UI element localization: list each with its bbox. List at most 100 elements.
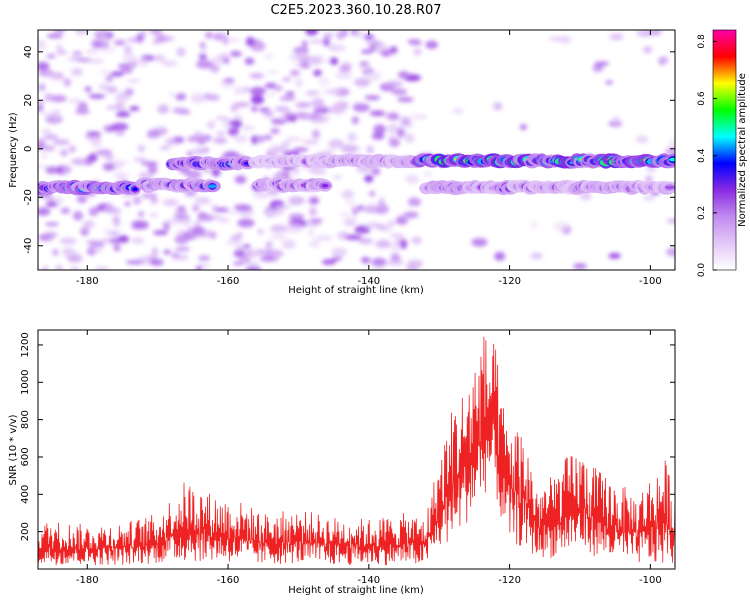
heatmap-cell bbox=[137, 144, 145, 153]
heatmap-cell bbox=[643, 46, 652, 54]
heatmap-cell bbox=[38, 39, 46, 45]
heatmap-cell bbox=[266, 92, 276, 97]
heatmap-cell bbox=[93, 41, 110, 49]
heatmap-cell bbox=[209, 64, 220, 73]
heatmap-cell bbox=[328, 43, 337, 52]
heatmap-cell bbox=[282, 76, 292, 82]
heatmap-cell bbox=[309, 207, 317, 217]
heatmap-cell bbox=[413, 48, 422, 56]
y-tick-label: -20 bbox=[23, 189, 34, 205]
heatmap-cell bbox=[38, 42, 48, 51]
heatmap-cell bbox=[223, 57, 230, 64]
heatmap-cell bbox=[270, 128, 280, 135]
heatmap-cell bbox=[288, 213, 305, 220]
heatmap-cell bbox=[311, 98, 325, 109]
heatmap-cell bbox=[88, 94, 106, 99]
heatmap-cell bbox=[270, 234, 287, 241]
heatmap-cell bbox=[358, 237, 373, 245]
heatmap-cell bbox=[371, 266, 385, 270]
y-tick-label: 400 bbox=[20, 485, 31, 504]
heatmap-cell bbox=[341, 61, 352, 69]
heatmap-cell bbox=[375, 239, 391, 249]
heatmap-cell bbox=[250, 94, 264, 105]
heatmap-cell bbox=[211, 215, 223, 220]
heatmap-cell bbox=[405, 264, 418, 270]
heatmap-cell bbox=[61, 247, 75, 257]
heatmap-cell bbox=[242, 244, 251, 249]
heatmap-cell bbox=[194, 197, 212, 205]
heatmap-cell bbox=[364, 175, 374, 183]
x-tick-label: -140 bbox=[357, 276, 380, 287]
heatmap-cell bbox=[396, 127, 406, 138]
heatmap-cell bbox=[68, 145, 76, 153]
heatmap-cell bbox=[493, 102, 503, 111]
x-tick-label: -140 bbox=[357, 575, 380, 586]
heatmap-cell bbox=[530, 252, 543, 260]
heatmap-cell bbox=[309, 238, 321, 248]
heatmap-cell bbox=[264, 82, 277, 89]
heatmap-cell bbox=[364, 71, 382, 82]
heatmap-cell bbox=[294, 53, 311, 60]
heatmap-cell bbox=[666, 218, 675, 224]
heatmap-cell bbox=[331, 247, 348, 257]
heatmap-cell bbox=[354, 225, 371, 234]
heatmap-cell bbox=[195, 59, 214, 69]
heatmap-cell bbox=[323, 116, 331, 122]
heatmap-cell bbox=[251, 106, 258, 112]
heatmap-cell bbox=[636, 135, 649, 144]
heatmap-cell bbox=[305, 30, 319, 36]
heatmap-cell bbox=[82, 222, 90, 231]
heatmap-cell bbox=[41, 153, 48, 159]
heatmap-cell bbox=[332, 174, 342, 180]
heatmap-cell bbox=[388, 220, 395, 226]
heatmap-cell bbox=[255, 135, 265, 143]
heatmap-cell bbox=[124, 201, 131, 207]
heatmap-cell bbox=[274, 106, 290, 112]
heatmap-cell bbox=[331, 256, 343, 261]
heatmap-cell bbox=[592, 64, 604, 72]
heatmap-cell bbox=[141, 192, 158, 199]
heatmap-cell bbox=[56, 49, 68, 56]
heatmap-cell bbox=[113, 221, 121, 228]
heatmap-cell bbox=[159, 146, 171, 150]
heatmap-cell bbox=[115, 111, 131, 118]
heatmap-cell bbox=[56, 44, 63, 52]
heatmap-cell bbox=[424, 171, 433, 177]
heatmap-cell bbox=[351, 206, 359, 216]
heatmap-cell bbox=[311, 129, 320, 139]
heatmap-cell bbox=[386, 260, 405, 266]
heatmap-cell bbox=[318, 76, 331, 87]
heatmap-cell bbox=[113, 244, 121, 252]
heatmap-cell bbox=[295, 101, 311, 109]
heatmap-cell bbox=[198, 53, 207, 61]
heatmap-cell bbox=[60, 207, 70, 214]
heatmap-cell bbox=[71, 158, 89, 166]
heatmap-cell bbox=[279, 96, 296, 101]
heatmap-cell bbox=[353, 77, 371, 87]
heatmap-cell bbox=[369, 190, 376, 197]
heatmap-cell bbox=[302, 139, 319, 145]
heatmap-cell bbox=[54, 30, 66, 33]
spectrogram-y-axis-label: Frequency (Hz) bbox=[8, 112, 19, 188]
heatmap-cell bbox=[234, 86, 246, 91]
heatmap-cell bbox=[399, 239, 408, 250]
heatmap-cell bbox=[232, 261, 245, 266]
heatmap-cell bbox=[76, 57, 92, 63]
heatmap-cell bbox=[253, 191, 271, 199]
colorbar-tick-label: 0.4 bbox=[697, 148, 707, 163]
heatmap-cell bbox=[228, 121, 240, 126]
heatmap-cell bbox=[53, 139, 70, 146]
heatmap-cell bbox=[150, 197, 158, 205]
heatmap-cell bbox=[213, 207, 230, 213]
heatmap-band-cell bbox=[208, 184, 217, 189]
heatmap-cell bbox=[147, 165, 158, 174]
heatmap-cell bbox=[121, 52, 137, 62]
heatmap-cell bbox=[55, 264, 63, 270]
heatmap-cell bbox=[301, 40, 308, 48]
heatmap-cell bbox=[366, 145, 374, 155]
heatmap-cell bbox=[111, 122, 129, 131]
heatmap-cell bbox=[405, 174, 420, 184]
colorbar-ticks: 0.0 0.2 0.4 0.6 0.8 bbox=[697, 34, 717, 277]
heatmap-cell bbox=[360, 256, 371, 264]
